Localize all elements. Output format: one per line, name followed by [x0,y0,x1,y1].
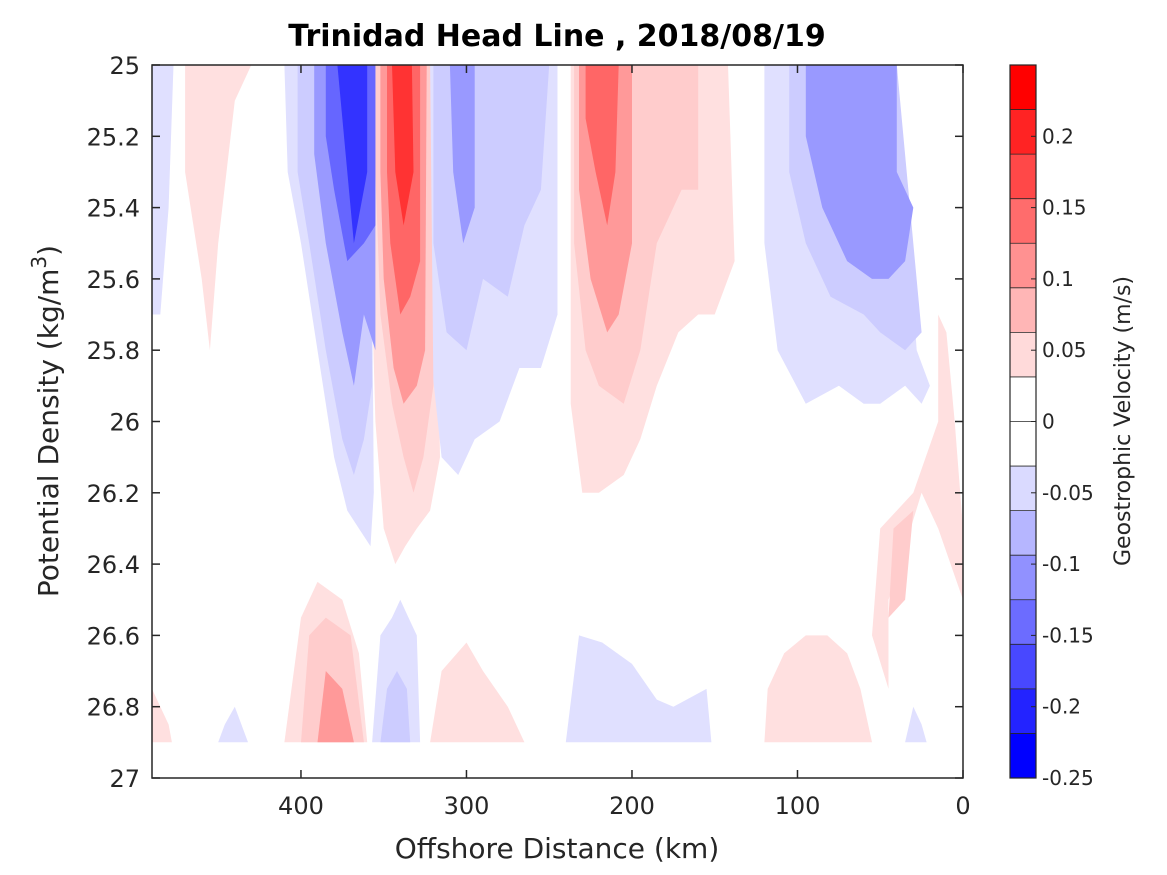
colorbar-tick-label--0.1: -0.1 [1042,552,1081,576]
y-tick-label-26: 26 [109,409,140,437]
contour-negative-deep-350km-l0 [372,599,421,743]
contour-positive-deep-280km [430,642,525,743]
colorbar-tick-label--0.25: -0.25 [1042,766,1094,790]
colorbar-tick-label-0.1: 0.1 [1042,267,1074,291]
x-tick-label-0: 0 [955,792,970,820]
x-tick-label-300: 300 [444,792,490,820]
y-tick-label-25: 25 [109,52,140,80]
colorbar-band-0 [1010,65,1036,111]
colorbar-label: Geostrophic Velocity (m/s) [1111,276,1136,566]
contour-positive-edge-450km [185,65,252,351]
contour-positive-core-215km [585,65,619,226]
y-tick-label-26.4: 26.4 [87,551,140,579]
x-axis-label: Offshore Distance (km) [395,832,720,865]
contour-negative-deep-coastal [905,706,927,743]
colorbar-band-13 [1010,644,1036,690]
y-axis-label-main: Potential Density (kg/m [32,269,65,598]
colorbar-band-10 [1010,510,1036,556]
contour-negative-deep-200km [565,635,712,743]
colorbar-band-1 [1010,109,1036,155]
colorbar-tick-label--0.15: -0.15 [1042,623,1094,647]
y-tick-label-25.6: 25.6 [87,266,140,294]
contour-negative-edge-470km [152,65,174,315]
y-axis: 25 25.2 25.4 25.6 25.8 26 26.2 26.4 26.6 26.8 27 [87,52,963,793]
y-tick-label-25.4: 25.4 [87,195,140,223]
x-tick-label-100: 100 [775,792,821,820]
colorbar-tick-label-0.15: 0.15 [1042,196,1087,220]
contour-positive-deep-380km-l2 [317,671,354,743]
colorbar-band-9 [1010,466,1036,512]
y-tick-label-26.6: 26.6 [87,622,140,650]
colorbar-band-8 [1010,421,1036,467]
colorbar: 0.2 0.15 0.1 0.05 0 -0.05 -0.1 -0.15 -0.2 -0.25 [1009,64,1094,790]
contour-negative-band-80km-l2 [805,65,914,279]
y-tick-label-25.8: 25.8 [87,337,140,365]
x-axis: 400 300 200 100 0 [278,65,971,820]
contour-positive-coastal-10km-l1 [888,510,914,618]
y-tick-label-26.8: 26.8 [87,694,140,722]
colorbar-band-5 [1010,287,1036,333]
y-axis-label-end: ) [32,245,65,256]
colorbar-band-2 [1010,154,1036,200]
plot-area [152,65,963,778]
colorbar-band-6 [1010,332,1036,378]
contour-negative-core-375km [337,65,368,244]
y-axis-label-sup: 3 [27,256,51,269]
colorbar-tick-label-0.05: 0.05 [1042,338,1087,362]
colorbar-band-11 [1010,555,1036,601]
contour-negative-deep-440km [218,706,248,743]
colorbar-band-3 [1010,198,1036,244]
contour-positive-deep-490km [152,688,172,743]
y-axis-label: Potential Density (kg/m3) [27,245,65,597]
colorbar-band-14 [1010,688,1036,734]
x-tick-label-400: 400 [278,792,324,820]
colorbar-tick-label--0.05: -0.05 [1042,481,1094,505]
contour-negative-band-300km-l2 [449,65,475,244]
colorbar-tick-label-0.2: 0.2 [1042,124,1074,148]
y-tick-label-27: 27 [109,765,140,793]
y-tick-label-26.2: 26.2 [87,480,140,508]
contour-positive-core-340km [392,65,414,226]
colorbar-band-4 [1010,243,1036,289]
colorbar-band-15 [1010,733,1036,779]
colorbar-tick-label-0: 0 [1042,410,1055,434]
colorbar-band-12 [1010,599,1036,645]
chart-title: Trinidad Head Line , 2018/08/19 [288,19,825,54]
contour-negative-deep-350km-l1 [380,671,411,743]
contour-positive-coastal-10km [872,314,963,689]
x-tick-label-200: 200 [609,792,655,820]
colorbar-band-7 [1010,376,1036,422]
y-tick-label-25.2: 25.2 [87,123,140,151]
contour-positive-deep-80km [764,635,872,743]
colorbar-tick-label--0.2: -0.2 [1042,695,1081,719]
